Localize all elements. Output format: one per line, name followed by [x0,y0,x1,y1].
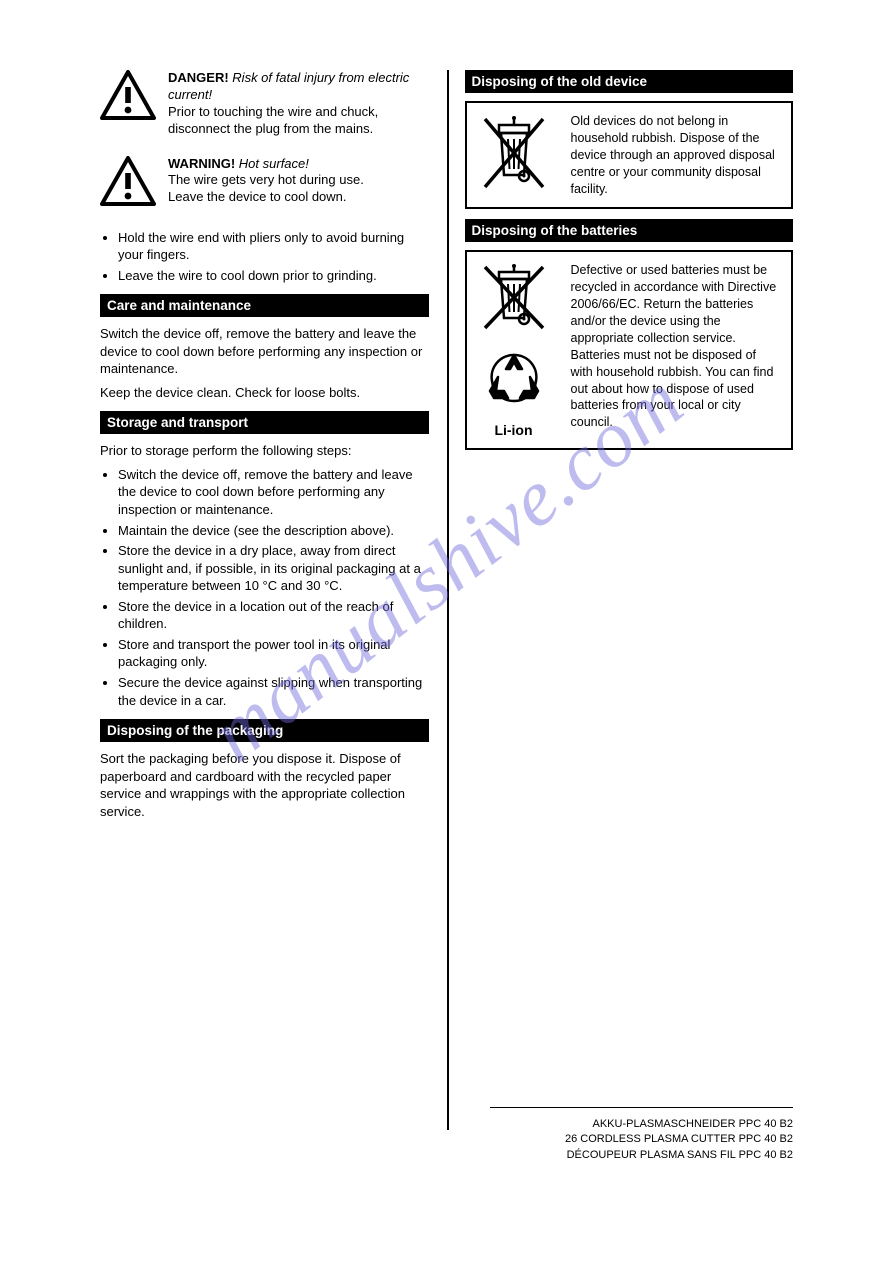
storage-b2: Maintain the device (see the description… [118,522,429,540]
storage-b6: Secure the device against slipping when … [118,674,429,709]
wheelie-bin-icon [467,103,561,207]
storage-b3: Store the device in a dry place, away fr… [118,542,429,595]
footer: AKKU-PLASMASCHNEIDER PPC 40 B2 26 CORDLE… [490,1117,793,1163]
wheelie-bin-icon [477,262,551,341]
hot-bullet-2: Leave the wire to cool down prior to gri… [118,267,429,285]
footer-line-2: 26 CORDLESS PLASMA CUTTER PPC 40 B2 [490,1132,793,1147]
liion-label: Li-ion [494,422,532,438]
heading-storage: Storage and transport [100,411,429,434]
recycle-icon [484,351,544,412]
disposal-p: Sort the packaging before you dispose it… [100,750,429,820]
hot-risk: Hot surface! [239,156,309,171]
heading-care: Care and maintenance [100,294,429,317]
danger-body: Prior to touching the wire and chuck, di… [168,104,429,138]
hot-body2: Leave the device to cool down. [168,189,364,206]
storage-b5: Store and transport the power tool in it… [118,636,429,671]
box-old-device-text: Old devices do not belong in household r… [561,103,792,207]
footer-line-1: AKKU-PLASMASCHNEIDER PPC 40 B2 [490,1117,793,1132]
hot-label: WARNING! [168,156,235,171]
storage-b1: Switch the device off, remove the batter… [118,466,429,519]
footer-rule [490,1107,793,1109]
column-divider [447,70,449,1130]
heading-disposal-packaging: Disposing of the packaging [100,719,429,742]
box-batteries: Li-ion Defective or used batteries must … [465,250,794,450]
warning-danger: DANGER! Risk of fatal injury from electr… [100,70,429,138]
storage-b4: Store the device in a location out of th… [118,598,429,633]
heading-disposal-device: Disposing of the old device [465,70,794,93]
danger-label: DANGER! [168,70,229,85]
right-column: Disposing of the old device [447,70,794,1100]
hot-body1: The wire gets very hot during use. [168,172,364,189]
hot-bullet-1: Hold the wire end with pliers only to av… [118,229,429,264]
warning-triangle-icon [100,156,156,211]
footer-line-3: DÉCOUPEUR PLASMA SANS FIL PPC 40 B2 [490,1148,793,1163]
box-batteries-text: Defective or used batteries must be recy… [561,252,792,448]
left-column: DANGER! Risk of fatal injury from electr… [100,70,447,1100]
storage-intro: Prior to storage perform the following s… [100,442,429,460]
care-p2: Keep the device clean. Check for loose b… [100,384,429,402]
box-old-device: Old devices do not belong in household r… [465,101,794,209]
heading-disposal-batteries: Disposing of the batteries [465,219,794,242]
warning-triangle-icon [100,70,156,138]
warning-hot: WARNING! Hot surface! The wire gets very… [100,156,429,211]
care-p1: Switch the device off, remove the batter… [100,325,429,378]
